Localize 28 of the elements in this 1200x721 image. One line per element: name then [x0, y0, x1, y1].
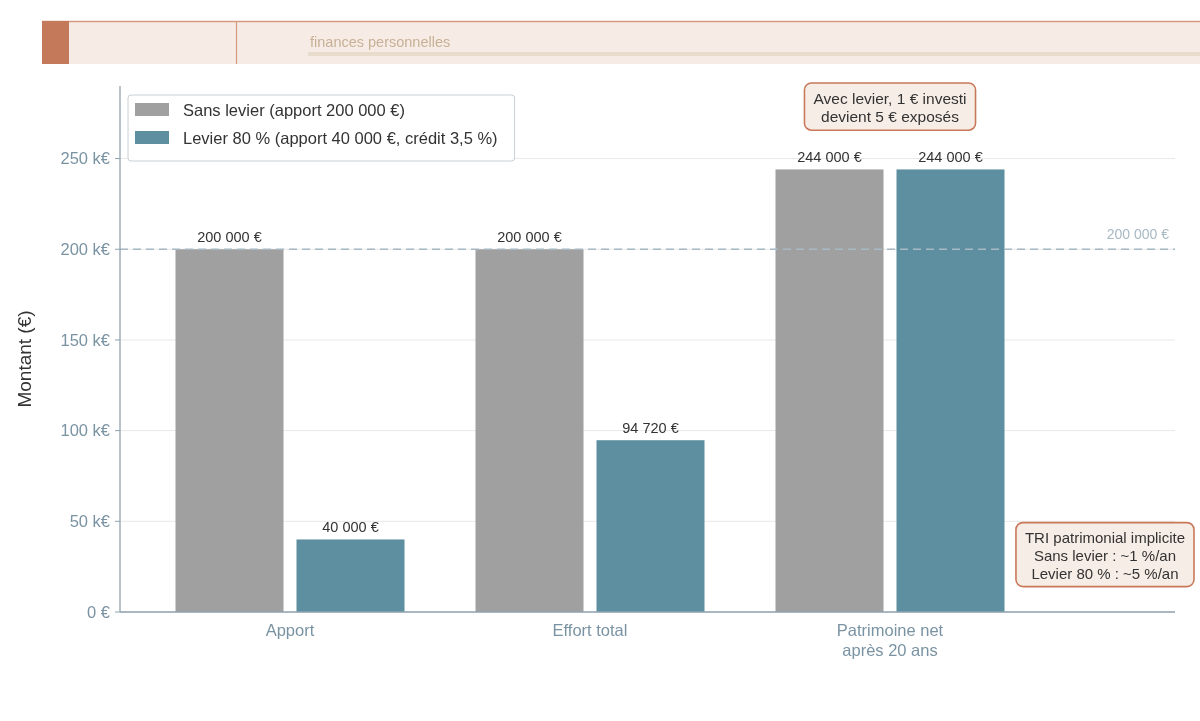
- y-tick-label: 0 €: [87, 602, 110, 621]
- annotation: TRI patrimonial implicite Sans levier : ~1 %/an Levier 80 % : ~5 %/an: [1024, 528, 1185, 582]
- data-label: 200 000 €: [497, 229, 562, 246]
- x-tick-label: Patrimoine net après 20 ans: [836, 621, 944, 659]
- ref-line-label: 200 000 €: [1106, 226, 1170, 243]
- data-label: 94 720 €: [622, 420, 679, 437]
- chart-subtitle: finances personnelles: [310, 34, 451, 50]
- annotation: Avec levier, 1 € investi devient 5 € exposés: [813, 89, 967, 126]
- legend-label: Sans levier (apport 200 000 €): [183, 100, 405, 119]
- bar: [475, 249, 584, 612]
- x-tick-label: Apport: [265, 621, 315, 639]
- y-tick-label: 200 k€: [60, 240, 110, 259]
- y-tick-label: 150 k€: [60, 330, 110, 349]
- data-label: 40 000 €: [322, 519, 379, 536]
- bar: [296, 539, 405, 612]
- data-label: 244 000 €: [918, 149, 983, 166]
- bar: [596, 440, 705, 612]
- bar: [896, 169, 1005, 612]
- y-tick-label: 250 k€: [60, 149, 110, 168]
- y-tick-label: 100 k€: [60, 421, 110, 440]
- legend-label: Levier 80 % (apport 40 000 €, crédit 3,5 %): [183, 128, 498, 147]
- y-tick-label: 50 k€: [69, 512, 110, 531]
- bar: [775, 169, 884, 612]
- data-label: 244 000 €: [797, 149, 862, 166]
- data-label: 200 000 €: [197, 229, 262, 246]
- bar: [175, 249, 284, 612]
- x-tick-label: Effort total: [552, 621, 628, 639]
- y-axis-title: Montant (€): [14, 310, 35, 408]
